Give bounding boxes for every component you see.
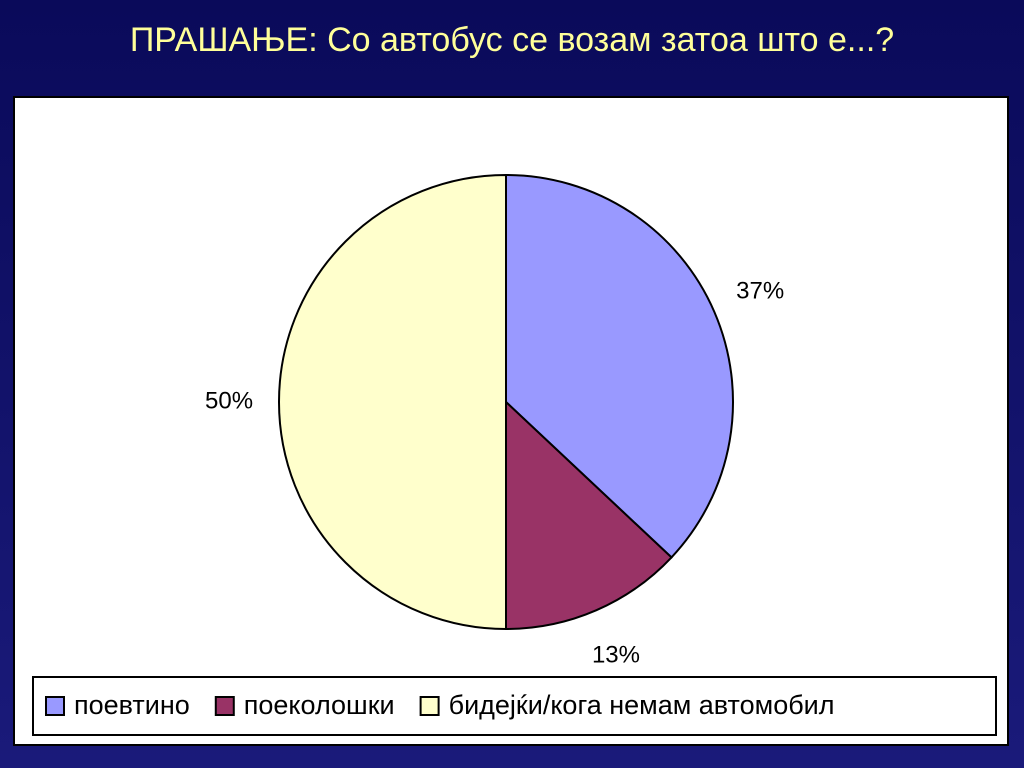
legend-label: бидејќи/кога немам автомобил bbox=[449, 690, 835, 720]
pie-slice bbox=[278, 173, 507, 631]
data-label: 37% bbox=[736, 277, 784, 304]
legend-marker bbox=[45, 696, 65, 716]
data-label: 50% bbox=[205, 387, 253, 414]
pie-slice bbox=[505, 173, 734, 559]
slide-title: ПРАШАЊЕ: Со автобус се возам затоа што е… bbox=[130, 21, 894, 59]
pie-slice bbox=[505, 399, 673, 631]
data-label: 13% bbox=[592, 642, 640, 669]
legend-label: поевтино bbox=[74, 690, 190, 720]
legend-box bbox=[32, 676, 997, 736]
legend-label: поеколошки bbox=[244, 690, 395, 720]
legend-marker bbox=[419, 696, 440, 716]
legend-marker bbox=[214, 696, 235, 716]
